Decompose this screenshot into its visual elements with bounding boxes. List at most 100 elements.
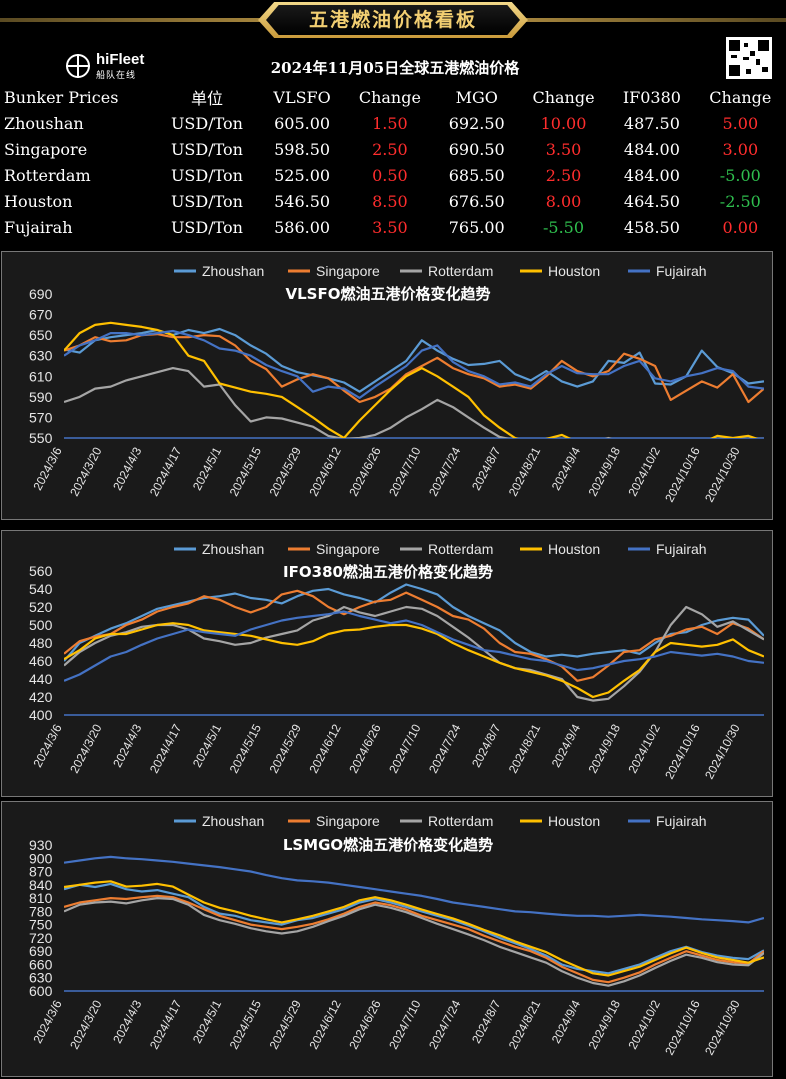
y-tick-label: 500	[29, 617, 53, 633]
chart-title: LSMGO燃油五港价格变化趋势	[283, 836, 493, 854]
y-tick-label: 720	[29, 930, 53, 946]
y-tick-label: 460	[29, 653, 53, 669]
legend-label: Zhoushan	[202, 813, 264, 829]
y-tick-label: 670	[29, 307, 53, 323]
change-cell: 0.00	[722, 217, 759, 237]
x-tick-label: 2024/5/1	[190, 998, 224, 1046]
series-line-rotterdam	[64, 605, 764, 702]
change-cell: -5.00	[719, 165, 761, 185]
x-tick-label: 2024/7/24	[426, 722, 464, 776]
price-cell: 676.50	[448, 191, 505, 211]
legend-label: Fujairah	[656, 813, 707, 829]
x-tick-label: 2024/10/16	[662, 998, 703, 1058]
series-line-rotterdam	[64, 896, 764, 987]
x-tick-label: 2024/5/29	[267, 722, 305, 776]
y-tick-label: 570	[29, 409, 53, 425]
chart-title: VLSFO燃油五港价格变化趋势	[286, 285, 491, 303]
change-cell: 3.50	[545, 139, 582, 159]
x-tick-label: 2024/9/4	[549, 998, 583, 1046]
change-cell: 10.00	[540, 113, 587, 133]
series-line-rotterdam	[64, 366, 764, 438]
x-tick-label: 2024/3/6	[30, 722, 64, 770]
series-line-zhoushan	[64, 882, 764, 975]
price-cell: 458.50	[623, 217, 680, 237]
y-tick-label: 550	[29, 430, 53, 446]
y-tick-label: 540	[29, 581, 53, 597]
col-header: 单位	[190, 89, 223, 108]
x-tick-label: 2024/7/10	[386, 998, 424, 1052]
chart-title: IFO380燃油五港价格变化趋势	[283, 563, 493, 581]
series-line-fujairah	[64, 610, 764, 682]
x-tick-label: 2024/5/1	[190, 722, 224, 770]
price-cell: 525.00	[274, 165, 331, 185]
x-tick-label: 2024/10/2	[625, 445, 663, 499]
change-cell: 8.00	[545, 191, 582, 211]
table-row: Singapore USD/Ton 598.50 2.50 690.50 3.50 484.…	[0, 136, 786, 162]
table-row: Houston USD/Ton 546.50 8.50 676.50 8.00 464.50…	[0, 188, 786, 214]
col-header: VLSFO	[273, 87, 331, 107]
x-tick-label: 2024/4/3	[110, 998, 144, 1046]
x-tick-label: 2024/9/18	[586, 445, 624, 499]
legend-label: Zhoushan	[202, 541, 264, 557]
legend-label: Singapore	[316, 813, 380, 829]
hifleet-logo: hiFleet 船队在线	[66, 51, 166, 81]
x-tick-label: 2024/4/3	[110, 722, 144, 770]
series-line-houston	[64, 321, 759, 438]
x-tick-label: 2024/6/26	[346, 445, 384, 499]
col-header: Change	[709, 87, 772, 107]
legend-label: Rotterdam	[428, 813, 493, 829]
x-tick-label: 2024/10/30	[702, 445, 743, 505]
col-header: Change	[532, 87, 595, 107]
y-tick-label: 480	[29, 635, 53, 651]
y-tick-label: 690	[29, 943, 53, 959]
y-tick-label: 610	[29, 368, 53, 384]
y-tick-label: 420	[29, 689, 53, 705]
series-line-houston	[64, 622, 764, 699]
price-cell: 586.00	[274, 217, 331, 237]
x-tick-label: 2024/8/7	[469, 445, 503, 493]
x-tick-label: 2024/9/4	[549, 722, 583, 770]
table-header-row: Bunker Prices 单位 VLSFO Change MGO Change…	[0, 84, 786, 110]
x-tick-label: 2024/5/29	[267, 998, 305, 1052]
table-row: Fujairah USD/Ton 586.00 3.50 765.00 -5.50 458.…	[0, 214, 786, 240]
port-name-cell: Rotterdam	[4, 165, 91, 185]
x-tick-label: 2024/8/21	[506, 445, 544, 499]
x-tick-label: 2024/3/20	[67, 445, 105, 499]
x-tick-label: 2024/9/4	[549, 445, 583, 493]
table-row: Rotterdam USD/Ton 525.00 0.50 685.50 2.50 484.…	[0, 162, 786, 188]
x-tick-label: 2024/7/10	[386, 722, 424, 776]
change-cell: -5.50	[543, 217, 585, 237]
series-line-fujairah	[64, 855, 764, 924]
legend-label: Rotterdam	[428, 263, 493, 279]
brand-sub: 船队在线	[96, 71, 137, 81]
x-tick-label: 2024/7/10	[386, 445, 424, 499]
price-cell: 598.50	[274, 139, 331, 159]
x-tick-label: 2024/4/3	[110, 445, 144, 493]
change-cell: 0.50	[372, 165, 408, 185]
y-tick-label: 930	[29, 837, 53, 853]
change-cell: 2.50	[372, 139, 408, 159]
legend-label: Houston	[548, 813, 600, 829]
y-tick-label: 750	[29, 917, 53, 933]
x-tick-label: 2024/4/17	[147, 722, 185, 776]
lsmgo-chart-panel: Zhoushan Singapore Rotterdam Houston Fujaira…	[1, 801, 773, 1077]
legend-label: Zhoushan	[202, 263, 264, 279]
col-header: Change	[358, 87, 421, 107]
series-line-houston	[64, 880, 764, 977]
change-cell: 3.00	[722, 139, 759, 159]
header-banner: 五港燃油价格看板	[0, 0, 786, 40]
legend-label: Fujairah	[656, 263, 707, 279]
series-line-zhoushan	[64, 583, 764, 662]
x-tick-label: 2024/6/26	[346, 998, 384, 1052]
col-header: IF0380	[622, 87, 681, 107]
x-tick-label: 2024/9/18	[586, 998, 624, 1052]
x-tick-label: 2024/6/12	[306, 722, 344, 776]
legend-label: Singapore	[316, 541, 380, 557]
x-tick-label: 2024/10/2	[625, 722, 663, 776]
y-tick-label: 630	[29, 348, 53, 364]
unit-cell: USD/Ton	[170, 139, 243, 159]
y-tick-label: 840	[29, 877, 53, 893]
x-tick-label: 2024/4/17	[147, 445, 185, 499]
x-tick-label: 2024/5/15	[227, 445, 265, 499]
unit-cell: USD/Ton	[170, 113, 243, 133]
